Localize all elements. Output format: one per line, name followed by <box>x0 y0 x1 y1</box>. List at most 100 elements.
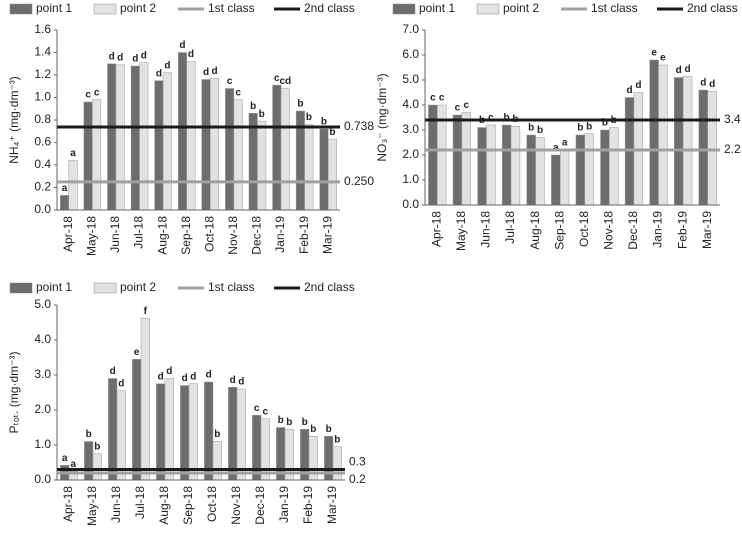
bar-letter: d <box>117 53 123 64</box>
y-tick-label: 4.0 <box>402 97 419 111</box>
x-tick-label: Oct-18 <box>202 216 216 252</box>
x-tick-label: Nov-18 <box>229 486 243 525</box>
legend-label: 1st class <box>208 280 255 294</box>
bar <box>210 78 220 211</box>
bar-letter: d <box>182 373 188 384</box>
bar <box>140 318 150 481</box>
bar-letter: d <box>230 375 236 386</box>
bar <box>461 112 471 206</box>
bar-letter: b <box>302 417 308 428</box>
x-tick-label: Sep-18 <box>179 216 193 255</box>
y-tick-label: 0.0 <box>402 197 419 211</box>
x-tick-label: Sep-18 <box>181 486 195 525</box>
bar <box>674 77 684 206</box>
bar-letter: e <box>134 347 140 358</box>
x-tick-label: Oct-18 <box>205 486 219 522</box>
y-tick-label: 7.0 <box>402 22 419 36</box>
x-tick-label: Jun-18 <box>479 211 493 248</box>
x-tick-label: Aug-18 <box>155 216 169 255</box>
bar <box>452 114 463 206</box>
bar-letter: f <box>144 306 148 317</box>
bar-letter: d <box>164 60 170 71</box>
bar-letter: d <box>118 378 124 389</box>
threshold-label: 2.2 <box>724 142 741 156</box>
bar-letter: b <box>214 429 220 440</box>
y-tick-label: 0.0 <box>34 472 51 486</box>
bar <box>180 385 190 481</box>
y-tick-label: 1.0 <box>34 90 51 104</box>
bar-letter: c <box>94 87 100 98</box>
bar <box>658 64 668 206</box>
bar-letter: e <box>660 53 666 64</box>
bar-letter: b <box>528 123 534 134</box>
x-tick-label: Oct-18 <box>577 211 591 247</box>
bar-letter: b <box>278 415 284 426</box>
y-tick-label: 5.0 <box>402 72 419 86</box>
bar-letter: d <box>109 51 115 62</box>
bar <box>477 127 487 206</box>
legend-label: 1st class <box>591 1 638 15</box>
bar <box>332 446 342 481</box>
bar-letter: b <box>586 121 592 132</box>
bar-letter: d <box>684 64 690 75</box>
bar-letter: d <box>158 371 164 382</box>
x-tick-label: Jan-19 <box>277 486 291 523</box>
bar <box>164 378 174 481</box>
bar <box>139 62 149 211</box>
bar-letter: d <box>110 366 116 377</box>
bar-letter: b <box>259 109 265 120</box>
y-tick-label: 0.2 <box>34 180 51 194</box>
y-tick-label: 0.4 <box>34 157 51 171</box>
x-tick-label: Dec-18 <box>253 486 267 525</box>
bar-letter: a <box>553 143 559 154</box>
x-tick-label: Jan-19 <box>273 216 287 253</box>
bar-letter: d <box>156 68 162 79</box>
bar <box>649 59 659 206</box>
bar <box>225 88 235 211</box>
bar-letter: c <box>455 103 461 114</box>
x-tick-label: Jul-18 <box>132 216 146 249</box>
bar <box>92 453 102 481</box>
threshold-label: 0.250 <box>344 174 374 188</box>
x-tick-label: Dec-18 <box>250 216 264 255</box>
y-tick-label: 5.0 <box>34 297 51 311</box>
bar <box>526 134 536 206</box>
y-axis-label: NO₃⁻ (mg·dm⁻³) <box>375 73 389 161</box>
x-tick-label: Apr-18 <box>61 216 75 252</box>
bar-letter: b <box>504 113 510 124</box>
bar <box>682 76 693 206</box>
bar-letter: c <box>227 76 233 87</box>
x-tick-label: Feb-19 <box>301 486 315 524</box>
y-tick-label: 1.2 <box>34 67 51 81</box>
bar <box>707 91 717 206</box>
legend-swatch <box>93 282 117 294</box>
bar-letter: d <box>188 49 194 60</box>
bar-letter: c <box>263 406 269 417</box>
bar-letter: b <box>310 424 316 435</box>
bar-letter: a <box>71 459 77 470</box>
y-tick-label: 3.0 <box>402 122 419 136</box>
x-tick-label: Feb-19 <box>297 216 311 254</box>
bar <box>201 79 211 211</box>
bar-letter: c <box>235 87 241 98</box>
bar-letter: d <box>635 80 641 91</box>
bar <box>233 99 243 211</box>
bar <box>108 378 118 481</box>
x-tick-label: Nov-18 <box>226 216 240 255</box>
bar <box>535 137 545 206</box>
legend-label: point 1 <box>419 1 455 15</box>
x-tick-label: Apr-18 <box>61 486 75 522</box>
y-tick-label: 1.6 <box>34 22 51 36</box>
bar <box>156 383 166 481</box>
bar-letter: c <box>488 113 494 124</box>
bar-letter: d <box>238 377 244 388</box>
bar <box>130 65 140 211</box>
bar-letter: a <box>62 183 68 194</box>
bar <box>115 64 125 211</box>
bar <box>501 124 512 206</box>
x-tick-label: Mar-19 <box>320 216 334 254</box>
threshold-label: 3.4 <box>724 112 741 126</box>
bar-letter: d <box>166 366 172 377</box>
y-tick-label: 1.0 <box>402 172 419 186</box>
legend-swatch <box>93 3 117 15</box>
